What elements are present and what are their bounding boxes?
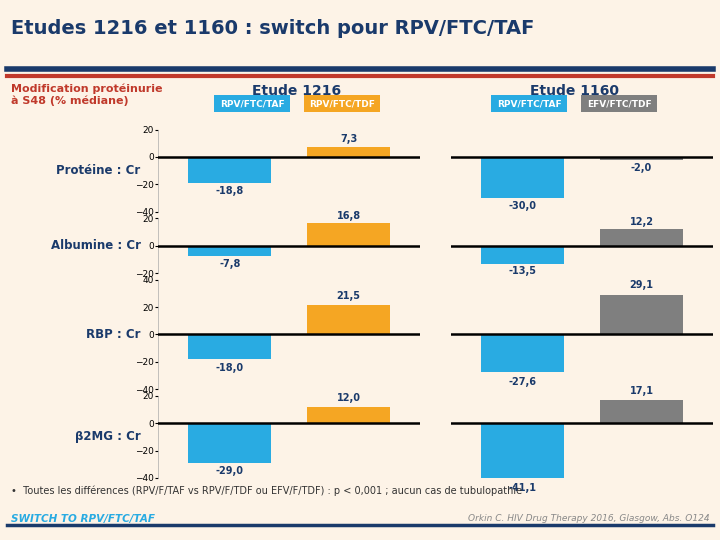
Text: •  Toutes les différences (RPV/F/TAF vs RPV/F/TDF ou EFV/F/TDF) : p < 0,001 ; au: • Toutes les différences (RPV/F/TAF vs R… — [11, 486, 522, 496]
Text: Etudes 1216 et 1160 : switch pour RPV/FTC/TAF: Etudes 1216 et 1160 : switch pour RPV/FT… — [11, 19, 534, 38]
Text: β2MG : Cr: β2MG : Cr — [75, 430, 140, 443]
Text: Etude 1216: Etude 1216 — [253, 84, 341, 98]
Text: EFV/FTC/TDF: EFV/FTC/TDF — [587, 99, 652, 108]
Text: -41,1: -41,1 — [508, 483, 536, 492]
Text: 16,8: 16,8 — [336, 211, 361, 220]
Bar — [188, 423, 271, 463]
Bar — [188, 334, 271, 359]
Text: Orkin C. HIV Drug Therapy 2016, Glasgow, Abs. O124: Orkin C. HIV Drug Therapy 2016, Glasgow,… — [467, 514, 709, 523]
Text: -27,6: -27,6 — [508, 376, 536, 387]
Text: RPV/FTC/TAF: RPV/FTC/TAF — [220, 99, 284, 108]
Text: -18,8: -18,8 — [215, 186, 244, 196]
Text: Albumine : Cr: Albumine : Cr — [50, 239, 140, 252]
Text: SWITCH TO RPV/FTC/TAF: SWITCH TO RPV/FTC/TAF — [11, 514, 155, 524]
Bar — [307, 407, 390, 423]
Text: Etude 1160: Etude 1160 — [530, 84, 618, 98]
Bar — [188, 246, 271, 256]
Text: -7,8: -7,8 — [219, 259, 240, 268]
Text: -2,0: -2,0 — [631, 163, 652, 173]
Text: 12,0: 12,0 — [336, 394, 361, 403]
Bar — [481, 246, 564, 264]
Text: RBP : Cr: RBP : Cr — [86, 328, 140, 341]
Bar — [600, 295, 683, 334]
Bar — [600, 400, 683, 423]
Bar — [188, 157, 271, 183]
Text: Modification protéinurie
à S48 (% médiane): Modification protéinurie à S48 (% médian… — [11, 84, 162, 106]
Bar — [481, 423, 564, 480]
Text: -30,0: -30,0 — [508, 201, 536, 211]
Text: 29,1: 29,1 — [629, 280, 654, 290]
Bar — [481, 157, 564, 198]
Text: RPV/FTC/TDF: RPV/FTC/TDF — [309, 99, 375, 108]
Text: 17,1: 17,1 — [629, 387, 654, 396]
Text: Protéine : Cr: Protéine : Cr — [56, 164, 140, 177]
Text: -18,0: -18,0 — [216, 363, 244, 374]
Bar — [481, 334, 564, 372]
Bar — [600, 229, 683, 246]
Bar — [307, 147, 390, 157]
Bar — [307, 222, 390, 246]
Bar — [600, 157, 683, 160]
Text: -13,5: -13,5 — [508, 266, 536, 276]
Text: 7,3: 7,3 — [340, 134, 357, 144]
Text: -29,0: -29,0 — [216, 466, 244, 476]
Bar — [307, 305, 390, 334]
Text: 12,2: 12,2 — [629, 217, 654, 227]
Text: 21,5: 21,5 — [336, 291, 361, 301]
Text: RPV/FTC/TAF: RPV/FTC/TAF — [497, 99, 562, 108]
